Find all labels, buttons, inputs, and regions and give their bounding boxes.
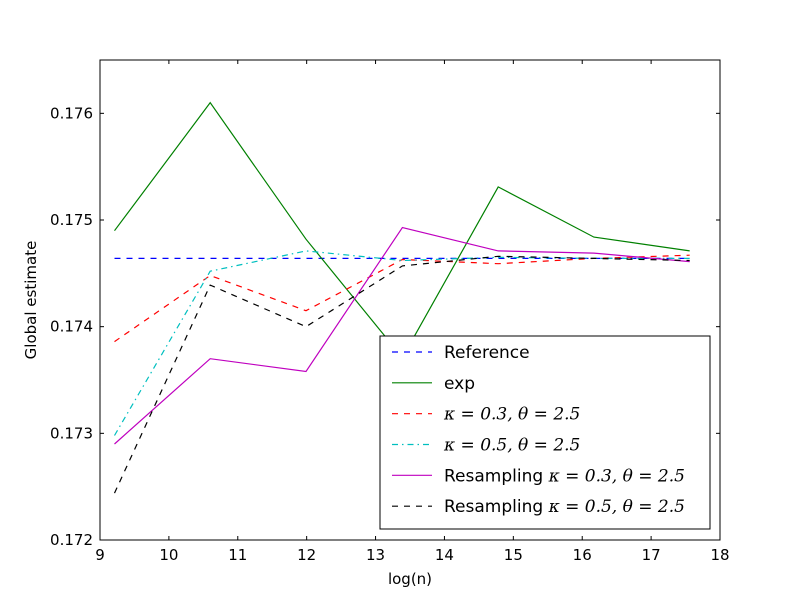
legend-label-1: Reference bbox=[444, 343, 530, 363]
plot-frame bbox=[99, 59, 721, 541]
legend-label-5: Resampling κ = 0.3, θ = 2.5 bbox=[444, 466, 685, 486]
legend-box bbox=[379, 335, 711, 530]
y-tick-label: 0.174 bbox=[50, 318, 93, 336]
series-line-3 bbox=[114, 254, 690, 343]
x-tick-label: 15 bbox=[504, 546, 523, 564]
series-line-2 bbox=[114, 101, 690, 359]
legend-label-2: exp bbox=[444, 374, 475, 394]
y-tick-label: 0.175 bbox=[50, 211, 93, 229]
x-tick-label: 13 bbox=[366, 546, 385, 564]
x-tick-label: 14 bbox=[435, 546, 454, 564]
x-tick-label: 9 bbox=[95, 546, 105, 564]
y-tick-label: 0.173 bbox=[50, 424, 93, 442]
y-tick-label: 0.176 bbox=[50, 104, 93, 122]
x-tick-label: 12 bbox=[297, 546, 316, 564]
legend-label-3: κ = 0.3, θ = 2.5 bbox=[443, 405, 580, 425]
x-tick-label: 18 bbox=[710, 546, 729, 564]
y-axis-label: Global estimate bbox=[22, 241, 40, 360]
series-line-5 bbox=[114, 226, 690, 445]
legend-label-4: κ = 0.5, θ = 2.5 bbox=[443, 436, 580, 456]
x-tick-label: 17 bbox=[642, 546, 661, 564]
legend: Reference exp κ = 0.3, θ = 2.5 κ = 0.5, θ =… bbox=[379, 335, 711, 530]
legend-label-6: Resampling κ = 0.5, θ = 2.5 bbox=[444, 497, 685, 517]
x-tick-label: 10 bbox=[159, 546, 178, 564]
y-tick-label: 0.172 bbox=[50, 531, 93, 549]
x-axis-label: log(n) bbox=[388, 570, 432, 588]
x-tick-label: 16 bbox=[573, 546, 592, 564]
series-line-6 bbox=[113, 255, 690, 494]
x-tick-label: 11 bbox=[228, 546, 247, 564]
axis-ticks-group: 9 10 11 12 13 14 15 16 17 18 0.172 0.173 0.174 0.175 0… bbox=[50, 60, 730, 564]
